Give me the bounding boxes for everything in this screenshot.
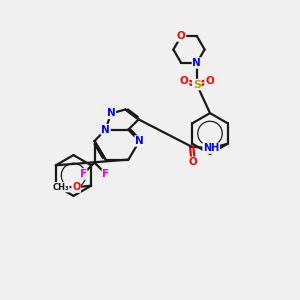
Text: NH: NH xyxy=(203,143,219,153)
Text: F: F xyxy=(80,169,87,179)
Text: O: O xyxy=(180,76,189,86)
Text: N: N xyxy=(101,124,110,135)
Text: O: O xyxy=(177,31,186,41)
Text: F: F xyxy=(102,169,110,179)
Text: S: S xyxy=(193,80,201,90)
Text: O: O xyxy=(72,182,80,192)
Text: N: N xyxy=(106,108,116,118)
Text: N: N xyxy=(192,58,201,68)
Text: CH₃: CH₃ xyxy=(52,183,69,192)
Text: O: O xyxy=(189,157,197,167)
Text: N: N xyxy=(135,136,144,146)
Text: O: O xyxy=(205,76,214,86)
